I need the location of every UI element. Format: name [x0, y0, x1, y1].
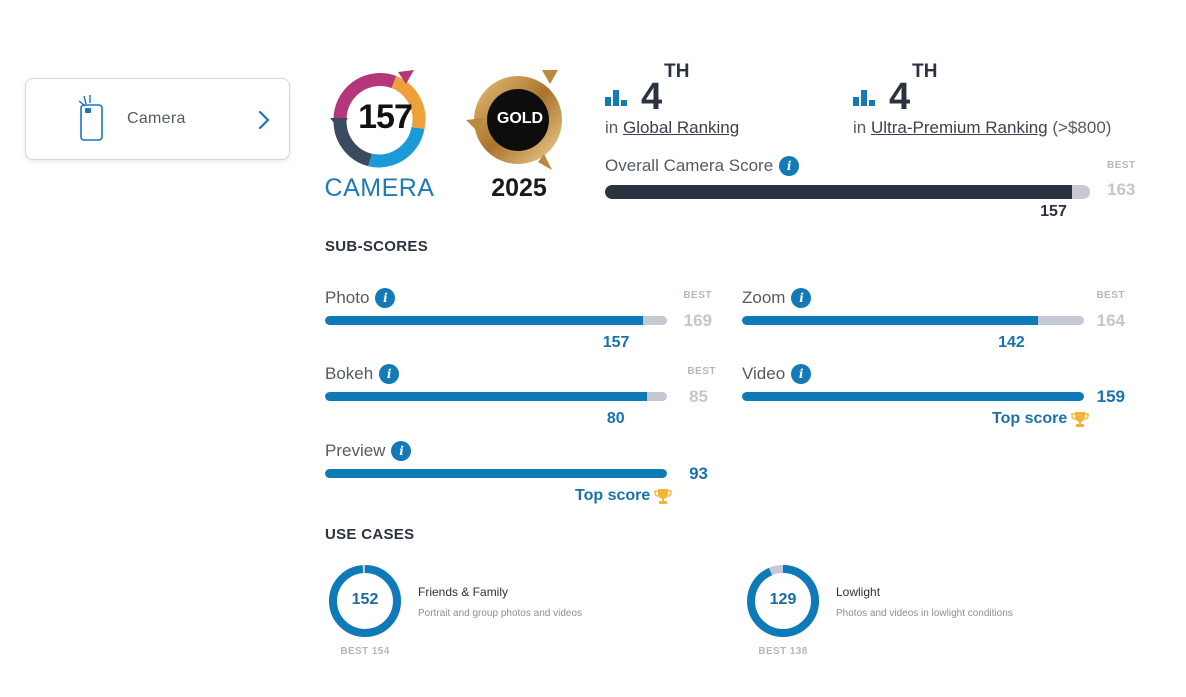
- subscore-preview: Preview i 93 Top score: [325, 441, 720, 511]
- usecase-friends-title: Friends & Family: [418, 585, 509, 599]
- usecase-friends-donut: [329, 565, 401, 637]
- ultra-rank-position: 4TH: [889, 61, 938, 118]
- ultra-premium-ranking-link[interactable]: Ultra-Premium Ranking: [870, 118, 1048, 137]
- subscore-bokeh-bar: [325, 392, 667, 401]
- subscore-zoom: Zoom i BEST 164 142: [742, 288, 1137, 358]
- overall-score-label: Overall Camera Score i: [605, 156, 800, 176]
- ultra-rank-price: (>$800): [1052, 118, 1112, 137]
- ultra-rank-desc: in Ultra-Premium Ranking (>$800): [853, 118, 1112, 137]
- overall-best-value: 163: [1107, 180, 1136, 199]
- subscore-preview-top: Top score: [575, 487, 672, 505]
- chevron-right-icon: [258, 110, 270, 130]
- subscore-bokeh-best-label: BEST: [687, 366, 716, 377]
- info-icon[interactable]: i: [391, 441, 412, 461]
- subscore-video-fill: [742, 392, 1084, 401]
- usecase-lowlight-donut: [747, 565, 819, 637]
- usecase-friends-desc: Portrait and group photos and videos: [418, 608, 582, 619]
- subscore-preview-bar: [325, 469, 667, 478]
- camera-phone-icon: [78, 95, 103, 141]
- global-rank-position: 4TH: [641, 61, 690, 118]
- subscore-bokeh: Bokeh i BEST 85 80: [325, 364, 720, 434]
- info-icon[interactable]: i: [375, 288, 396, 308]
- usecase-lowlight: 129 BEST 138 Lowlight Photos and videos …: [746, 564, 1106, 664]
- trophy-icon: [654, 488, 672, 504]
- subscore-photo-fill: [325, 316, 643, 325]
- bar-chart-icon: [605, 90, 627, 106]
- subscore-zoom-fill: [742, 316, 1039, 325]
- subscore-photo: Photo i BEST 169 157: [325, 288, 720, 358]
- global-ranking-link[interactable]: Global Ranking: [622, 118, 740, 137]
- camera-nav-card[interactable]: Camera: [25, 78, 290, 160]
- usecase-friends-best: BEST 154: [340, 646, 390, 657]
- subscore-photo-score: 157: [602, 334, 630, 351]
- info-icon[interactable]: i: [791, 364, 812, 384]
- global-rank-desc: in Global Ranking: [605, 118, 740, 137]
- nav-card-label: Camera: [127, 110, 186, 127]
- camera-badge-label: CAMERA: [324, 174, 435, 202]
- subscore-bokeh-name: Bokeh: [325, 364, 374, 383]
- subscore-zoom-best: 164: [1096, 311, 1125, 330]
- camera-score-badge: [330, 70, 426, 168]
- gold-badge-year: 2025: [491, 174, 547, 202]
- subscore-video-score: 159: [1096, 387, 1125, 406]
- subscore-bokeh-fill: [325, 392, 647, 401]
- subscore-zoom-best-label: BEST: [1096, 290, 1125, 301]
- subscore-photo-best-label: BEST: [683, 290, 712, 301]
- subscore-zoom-name: Zoom: [742, 288, 786, 307]
- subscore-bokeh-score: 80: [606, 410, 625, 427]
- usecase-friends-score: 152: [351, 591, 379, 608]
- overall-score-bar: [605, 185, 1090, 199]
- subscore-preview-fill: [325, 469, 667, 478]
- subscore-video-top: Top score: [992, 410, 1089, 428]
- subscore-preview-name: Preview: [325, 441, 386, 460]
- ultra-premium-ranking: 4TH in Ultra-Premium Ranking (>$800): [853, 61, 1153, 146]
- subscore-video-top-label: Top score: [992, 410, 1068, 427]
- bar-chart-icon: [853, 90, 875, 106]
- subscore-zoom-score: 142: [998, 334, 1025, 351]
- subscore-video: Video i 159 Top score: [742, 364, 1137, 434]
- subscore-preview-top-label: Top score: [575, 487, 651, 504]
- gold-badge-label: GOLD: [496, 110, 544, 127]
- subscore-video-name: Video: [742, 364, 786, 383]
- usecase-lowlight-best: BEST 138: [758, 646, 808, 657]
- camera-score-value: 157: [358, 98, 413, 136]
- info-icon[interactable]: i: [779, 156, 800, 176]
- info-icon[interactable]: i: [379, 364, 400, 384]
- overall-best-label: BEST: [1107, 160, 1136, 171]
- subscore-bokeh-best: 85: [689, 387, 708, 406]
- trophy-icon: [1071, 411, 1089, 427]
- subscore-zoom-bar: [742, 316, 1084, 325]
- overall-score-value: 157: [1040, 203, 1067, 220]
- info-icon[interactable]: i: [791, 288, 812, 308]
- usecase-friends-family: 152 BEST 154 Friends & Family Portrait a…: [328, 564, 688, 664]
- subscore-video-bar: [742, 392, 1084, 401]
- usecase-lowlight-desc: Photos and videos in lowlight conditions: [836, 608, 1013, 619]
- subscore-photo-name: Photo: [325, 288, 370, 307]
- global-ranking: 4TH in Global Ranking: [605, 61, 825, 146]
- gold-award-badge: [466, 70, 562, 170]
- overall-score-fill: [605, 185, 1073, 199]
- usecases-title: USE CASES: [325, 526, 415, 543]
- subscore-photo-best: 169: [683, 311, 712, 330]
- subscores-title: SUB-SCORES: [325, 238, 429, 255]
- subscore-photo-bar: [325, 316, 667, 325]
- usecase-lowlight-title: Lowlight: [836, 585, 881, 599]
- subscore-preview-score: 93: [689, 464, 708, 483]
- usecase-lowlight-score: 129: [769, 591, 797, 608]
